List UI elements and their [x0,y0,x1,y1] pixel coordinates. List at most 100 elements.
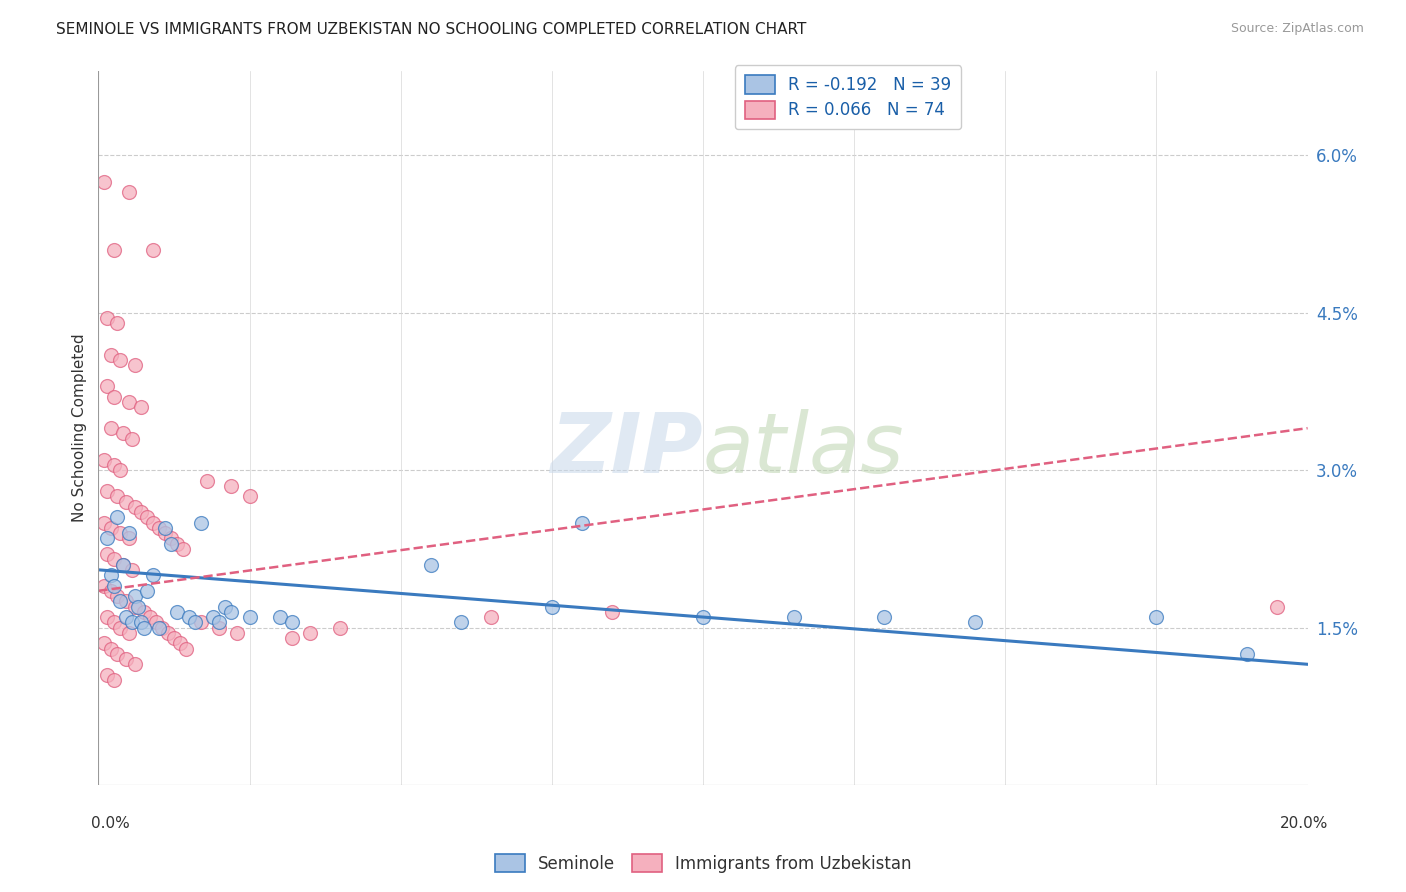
Point [111,558,134,572]
Point [420,558,443,572]
Point [481,610,503,624]
Legend: R = -0.192   N = 39, R = 0.066   N = 74: R = -0.192 N = 39, R = 0.066 N = 74 [735,65,962,129]
Point [124,599,146,614]
Point [190,516,212,530]
Point [118,526,141,541]
Point [602,605,624,619]
Point [163,631,186,645]
Point [100,348,122,362]
Point [93,516,115,530]
Point [93,636,115,650]
Point [93,452,115,467]
Point [160,532,183,546]
Point [202,610,225,624]
Point [153,521,176,535]
Point [96,610,118,624]
Point [142,243,165,257]
Point [281,615,304,630]
Point [1146,610,1168,624]
Point [142,516,165,530]
Point [118,395,141,409]
Point [100,521,122,535]
Point [129,400,152,414]
Point [124,500,146,514]
Point [1267,599,1289,614]
Point [103,552,125,566]
Point [103,615,125,630]
Point [108,463,131,477]
Point [121,432,143,446]
Point [208,621,231,635]
Point [105,316,128,330]
Point [142,568,165,582]
Point [156,625,179,640]
Point [111,426,134,441]
Point [214,599,236,614]
Point [111,558,134,572]
Point [127,599,149,614]
Point [965,615,987,630]
Point [135,510,157,524]
Point [96,667,118,681]
Point [190,615,212,630]
Text: SEMINOLE VS IMMIGRANTS FROM UZBEKISTAN NO SCHOOLING COMPLETED CORRELATION CHART: SEMINOLE VS IMMIGRANTS FROM UZBEKISTAN N… [56,22,807,37]
Point [135,583,157,598]
Point [100,641,122,656]
Point [121,563,143,577]
Point [105,589,128,603]
Point [105,489,128,503]
Point [100,583,122,598]
Text: ZIP: ZIP [550,409,703,490]
Point [148,521,170,535]
Point [221,479,243,493]
Point [169,636,191,650]
Point [184,615,207,630]
Point [108,594,131,608]
Point [118,625,141,640]
Point [221,605,243,619]
Point [139,610,162,624]
Point [103,673,125,687]
Point [208,615,231,630]
Point [150,621,173,635]
Point [172,541,194,556]
Point [783,610,806,624]
Point [96,547,118,561]
Point [873,610,896,624]
Point [114,652,136,666]
Point [195,474,218,488]
Point [118,532,141,546]
Point [571,516,593,530]
Point [153,526,176,541]
Point [118,185,141,199]
Point [329,621,352,635]
Point [96,379,118,393]
Y-axis label: No Schooling Completed: No Schooling Completed [72,334,87,523]
Legend: Seminole, Immigrants from Uzbekistan: Seminole, Immigrants from Uzbekistan [488,847,918,880]
Point [281,631,304,645]
Point [96,484,118,499]
Point [174,641,197,656]
Point [148,621,170,635]
Point [239,489,262,503]
Point [100,421,122,435]
Point [108,526,131,541]
Point [540,599,562,614]
Point [114,594,136,608]
Text: 20.0%: 20.0% [1281,816,1329,831]
Point [299,625,322,640]
Point [129,505,152,519]
Point [179,610,201,624]
Point [450,615,472,630]
Point [103,243,125,257]
Point [121,615,143,630]
Point [100,568,122,582]
Point [132,621,155,635]
Point [124,589,146,603]
Point [124,358,146,372]
Point [93,578,115,592]
Point [166,605,188,619]
Point [103,458,125,472]
Point [239,610,262,624]
Point [692,610,714,624]
